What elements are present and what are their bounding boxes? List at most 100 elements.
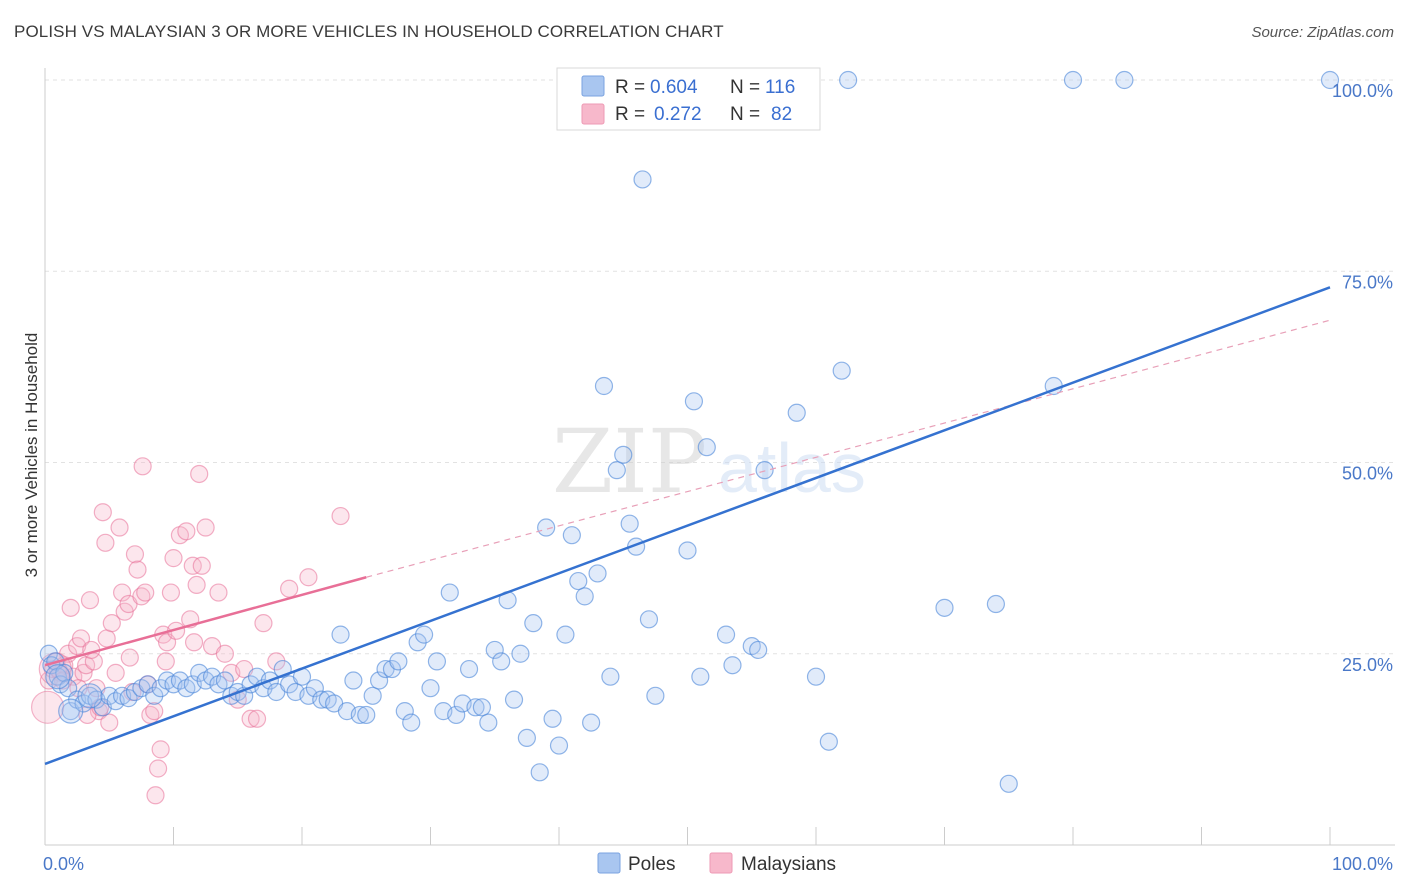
watermark: ZIP atlas bbox=[552, 410, 866, 513]
poles-point-88 bbox=[582, 713, 601, 732]
malaysians-point-44 bbox=[187, 575, 206, 595]
poles-point-77 bbox=[511, 644, 530, 663]
poles-point-83 bbox=[549, 736, 569, 755]
poles-point-107 bbox=[755, 461, 774, 480]
poles-point-114 bbox=[999, 774, 1018, 793]
poles-point-58 bbox=[389, 652, 408, 671]
poles-point-76 bbox=[504, 690, 524, 709]
poles-point-79 bbox=[524, 614, 543, 633]
poles-point-92 bbox=[607, 461, 626, 480]
poles-point-51 bbox=[344, 671, 363, 690]
malaysians-point-17 bbox=[96, 533, 115, 552]
top-legend: R = 0.604 N = 116 R = 0.272 N = 82 bbox=[556, 67, 821, 131]
poles-point-112 bbox=[935, 598, 954, 617]
malaysians-point-20 bbox=[102, 614, 121, 633]
legend-r-label-poles: R = bbox=[615, 77, 645, 98]
legend-r-value-malaysians: 0.272 bbox=[654, 104, 702, 125]
bottom-legend: Poles Malaysians bbox=[597, 852, 836, 875]
poles-point-66 bbox=[440, 583, 459, 602]
poles-point-64 bbox=[427, 652, 447, 671]
poles-point-102 bbox=[697, 438, 716, 457]
malaysians-point-18 bbox=[97, 629, 116, 648]
poles-point-97 bbox=[639, 610, 659, 629]
malaysians-point-35 bbox=[151, 740, 170, 759]
malaysians-point-66 bbox=[120, 648, 139, 667]
poles-point-81 bbox=[537, 518, 556, 537]
malaysians-point-6 bbox=[61, 598, 80, 617]
poles-point-106 bbox=[749, 640, 768, 660]
y-tick-label-0: 25.0% bbox=[1342, 655, 1393, 675]
poles-point-91 bbox=[601, 667, 620, 686]
poles-top-point-1 bbox=[839, 70, 858, 90]
legend-n-value-poles: 116 bbox=[765, 77, 795, 98]
poles-top-point-3 bbox=[1115, 70, 1134, 90]
poles-big-point-0 bbox=[45, 664, 71, 690]
malaysians-point-59 bbox=[331, 506, 350, 526]
poles-point-103 bbox=[716, 625, 736, 644]
poles-point-109 bbox=[806, 667, 826, 686]
poles-point-93 bbox=[614, 445, 633, 464]
poles-point-53 bbox=[357, 705, 376, 725]
poles-point-110 bbox=[819, 732, 838, 751]
poles-point-84 bbox=[556, 625, 575, 644]
poles-point-49 bbox=[331, 625, 350, 644]
poles-point-100 bbox=[684, 392, 704, 411]
malaysians-point-72 bbox=[192, 556, 211, 575]
malaysians-point-19 bbox=[100, 713, 119, 732]
malaysians-trend-line bbox=[44, 576, 367, 667]
poles-point-72 bbox=[479, 713, 498, 732]
bottom-legend-label-poles: Poles bbox=[628, 854, 676, 875]
malaysians-point-33 bbox=[145, 702, 164, 721]
malaysians-point-54 bbox=[247, 709, 267, 728]
poles-point-45 bbox=[305, 679, 324, 698]
y-tick-label-2: 75.0% bbox=[1342, 272, 1393, 292]
poles-point-90 bbox=[594, 376, 614, 396]
poles-point-98 bbox=[646, 686, 665, 705]
poles-big-point-2 bbox=[77, 683, 103, 709]
poles-point-74 bbox=[492, 652, 511, 671]
malaysians-point-39 bbox=[164, 549, 183, 568]
malaysians-point-55 bbox=[254, 614, 273, 633]
malaysians-point-41 bbox=[177, 522, 196, 541]
poles-point-96 bbox=[633, 170, 652, 189]
malaysians-point-58 bbox=[299, 568, 318, 587]
poles-point-70 bbox=[466, 698, 485, 717]
malaysians-point-67 bbox=[133, 457, 152, 476]
malaysians-point-48 bbox=[209, 583, 228, 602]
malaysians-point-23 bbox=[112, 583, 132, 602]
legend-swatch-malaysians bbox=[581, 103, 605, 125]
bottom-legend-swatch-poles bbox=[597, 852, 621, 874]
legend-n-label-malaysians: N = bbox=[730, 104, 760, 125]
trend-lines bbox=[44, 286, 1331, 766]
poles-big-point-1 bbox=[58, 698, 84, 724]
malaysians-point-12 bbox=[80, 591, 100, 610]
y-axis-label: 3 or more Vehicles in Household bbox=[22, 333, 41, 578]
watermark-zip: ZIP bbox=[552, 410, 707, 513]
malaysians-point-9 bbox=[71, 629, 91, 648]
poles-point-78 bbox=[517, 728, 536, 748]
malaysians-point-53 bbox=[241, 709, 260, 728]
poles-point-31 bbox=[215, 671, 234, 690]
bottom-legend-label-malaysians: Malaysians bbox=[741, 854, 836, 875]
poles-point-73 bbox=[485, 640, 504, 660]
poles-trend-line bbox=[44, 286, 1331, 766]
poles-point-55 bbox=[370, 671, 389, 690]
poles-point-86 bbox=[569, 571, 588, 591]
poles-top-point-4 bbox=[1320, 70, 1340, 90]
malaysians-point-49 bbox=[215, 644, 234, 663]
malaysians-point-57 bbox=[280, 579, 299, 598]
poles-point-62 bbox=[414, 625, 434, 644]
poles-point-5 bbox=[55, 663, 74, 682]
poles-point-113 bbox=[986, 594, 1006, 614]
poles-point-69 bbox=[459, 659, 479, 679]
poles-point-59 bbox=[395, 702, 414, 721]
legend-swatch-poles bbox=[581, 75, 605, 97]
malaysians-point-34 bbox=[148, 759, 168, 778]
malaysians-point-46 bbox=[196, 518, 215, 537]
axes bbox=[44, 68, 1395, 846]
malaysians-point-16 bbox=[93, 503, 112, 522]
poles-point-85 bbox=[562, 526, 581, 545]
malaysians-point-68 bbox=[146, 786, 165, 805]
chart-title: POLISH VS MALAYSIAN 3 OR MORE VEHICLES I… bbox=[14, 22, 724, 41]
